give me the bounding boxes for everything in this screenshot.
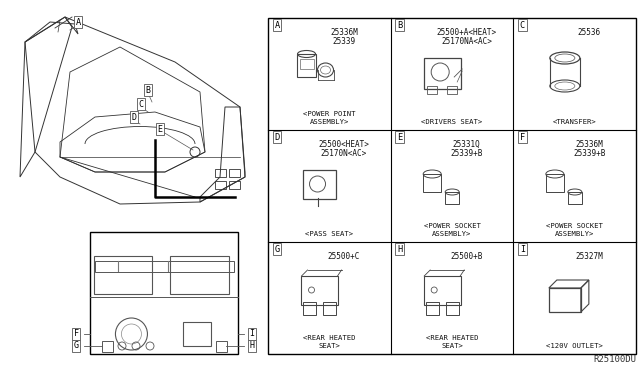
Text: G: G: [74, 341, 79, 350]
Text: <DRIVERS SEAT>: <DRIVERS SEAT>: [421, 119, 483, 125]
Text: F: F: [520, 132, 525, 141]
Text: 25500+B: 25500+B: [451, 252, 483, 261]
Text: A: A: [275, 20, 280, 29]
Text: H: H: [397, 244, 403, 253]
Text: <POWER POINT: <POWER POINT: [303, 111, 356, 117]
Text: E: E: [157, 125, 163, 134]
Text: 25336M: 25336M: [330, 28, 358, 37]
Text: ASSEMBLY>: ASSEMBLY>: [432, 231, 472, 237]
Text: 25500+C: 25500+C: [328, 252, 360, 261]
Text: F: F: [74, 330, 79, 339]
Bar: [268, 18, 636, 354]
Text: SEAT>: SEAT>: [441, 343, 463, 349]
Text: <POWER SOCKET: <POWER SOCKET: [546, 223, 603, 229]
Text: ASSEMBLY>: ASSEMBLY>: [310, 119, 349, 125]
Text: 25339: 25339: [333, 37, 356, 46]
Text: E: E: [397, 132, 403, 141]
Text: <REAR HEATED: <REAR HEATED: [303, 335, 356, 341]
Text: D: D: [275, 132, 280, 141]
Text: H: H: [250, 341, 255, 350]
Text: 25536: 25536: [578, 28, 601, 37]
Bar: [90, 232, 238, 354]
Text: 25327M: 25327M: [575, 252, 604, 261]
Text: <POWER SOCKET: <POWER SOCKET: [424, 223, 481, 229]
Text: 25339+B: 25339+B: [573, 149, 605, 158]
Text: D: D: [131, 112, 136, 122]
Text: 25170NA<AC>: 25170NA<AC>: [442, 37, 492, 46]
Text: 25339+B: 25339+B: [451, 149, 483, 158]
Text: 25500+A<HEAT>: 25500+A<HEAT>: [436, 28, 497, 37]
Text: G: G: [275, 244, 280, 253]
Text: A: A: [76, 17, 81, 26]
Text: R25100DU: R25100DU: [593, 355, 636, 364]
Text: C: C: [138, 99, 143, 109]
Text: C: C: [520, 20, 525, 29]
Text: <120V OUTLET>: <120V OUTLET>: [546, 343, 603, 349]
Text: <REAR HEATED: <REAR HEATED: [426, 335, 478, 341]
Text: 25500<HEAT>: 25500<HEAT>: [319, 140, 369, 149]
Text: <TRANSFER>: <TRANSFER>: [553, 119, 596, 125]
Text: <PASS SEAT>: <PASS SEAT>: [305, 231, 353, 237]
Text: ASSEMBLY>: ASSEMBLY>: [555, 231, 595, 237]
Text: B: B: [145, 86, 150, 94]
Text: 25170N<AC>: 25170N<AC>: [321, 149, 367, 158]
Text: I: I: [250, 330, 255, 339]
Text: I: I: [520, 244, 525, 253]
Text: SEAT>: SEAT>: [318, 343, 340, 349]
Text: B: B: [397, 20, 403, 29]
Text: 25336M: 25336M: [575, 140, 604, 149]
Text: 25331Q: 25331Q: [453, 140, 481, 149]
